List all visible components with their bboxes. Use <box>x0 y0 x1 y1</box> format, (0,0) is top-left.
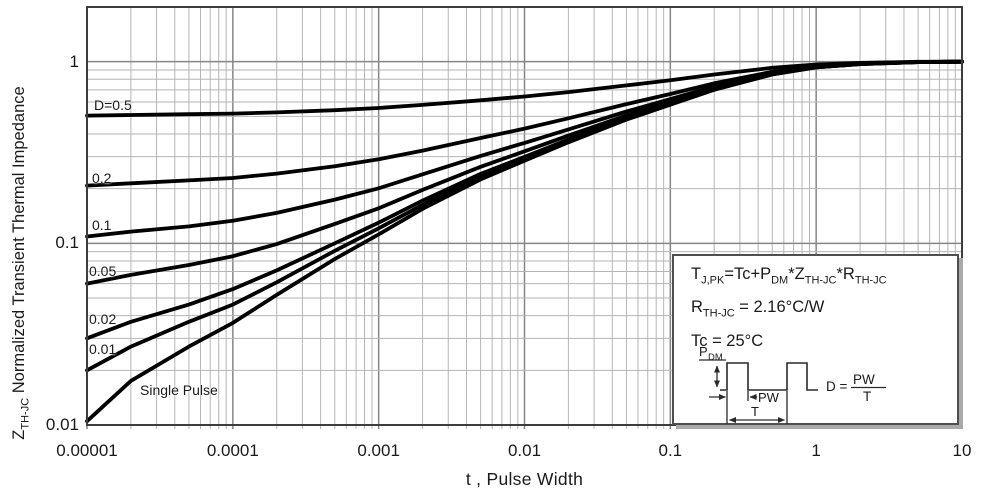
eq2-part: R <box>691 298 703 317</box>
x-tick-label: 10 <box>952 441 972 460</box>
eq1-part: =Tc+P <box>724 265 772 283</box>
duty-formula-prefix: D = <box>826 379 848 394</box>
curve-label: 0.05 <box>89 263 117 279</box>
curve-label: 0.2 <box>92 170 112 186</box>
curve-label: 0.02 <box>89 311 117 327</box>
eq1-part: *Z <box>788 265 805 283</box>
eq1-part: T <box>691 265 702 283</box>
y-tick-label: 0.01 <box>45 415 79 434</box>
curve-label: 0.1 <box>92 217 112 233</box>
curve-label: D=0.5 <box>94 97 132 113</box>
pdm-label-sub: DM <box>708 352 723 363</box>
y-tick-label: 0.1 <box>55 233 79 253</box>
y-tick-label: 1 <box>69 51 79 71</box>
y-axis-tick-labels: 0.01 0.1 1 <box>0 0 79 499</box>
x-tick-label: 0.01 <box>507 441 542 460</box>
conditions-box: TJ,PK=Tc+PDM*ZTH-JC*RTH-JC RTH-JC = 2.16… <box>672 254 959 425</box>
eq2-part: = 2.16°C/W <box>734 298 825 317</box>
eq1-sub: TH-JC <box>854 274 887 287</box>
period-label: T <box>751 404 759 419</box>
x-tick-label: 0.00001 <box>56 441 118 460</box>
duty-formula-denominator: T <box>863 389 871 404</box>
eq2-sub: TH-JC <box>702 307 735 320</box>
pulse-waveform-diagram: P DM PW T D = PW T <box>699 344 886 424</box>
rth-jc-value: RTH-JC = 2.16°C/W <box>691 294 957 327</box>
curve-label: Single Pulse <box>140 382 218 398</box>
plot-border <box>86 6 963 426</box>
x-tick-label: 1 <box>811 441 821 460</box>
eq1-sub: TH-JC <box>804 274 837 287</box>
x-tick-label: 0.0001 <box>206 441 259 460</box>
curve-single-pulse <box>85 59 964 424</box>
x-tick-label: 0.1 <box>658 441 683 460</box>
curve-label: 0.01 <box>89 341 117 357</box>
x-tick-label: 0.001 <box>357 441 400 460</box>
duty-formula-numerator: PW <box>853 372 875 387</box>
eq1-part: *R <box>836 265 855 283</box>
pulse-train-shape <box>720 362 818 391</box>
peak-temp-equation: TJ,PK=Tc+PDM*ZTH-JC*RTH-JC <box>691 261 957 294</box>
pw-label: PW <box>758 390 780 405</box>
x-axis-tick-labels: 0.00001 0.0001 0.001 0.01 0.1 1 10 <box>0 441 987 463</box>
pdm-label-main: P <box>699 344 708 359</box>
x-axis-title: t , Pulse Width <box>465 469 584 489</box>
eq1-sub: DM <box>771 274 789 287</box>
case-temp-value: Tc = 25°C <box>691 331 764 350</box>
eq1-sub: J,PK <box>701 274 725 287</box>
